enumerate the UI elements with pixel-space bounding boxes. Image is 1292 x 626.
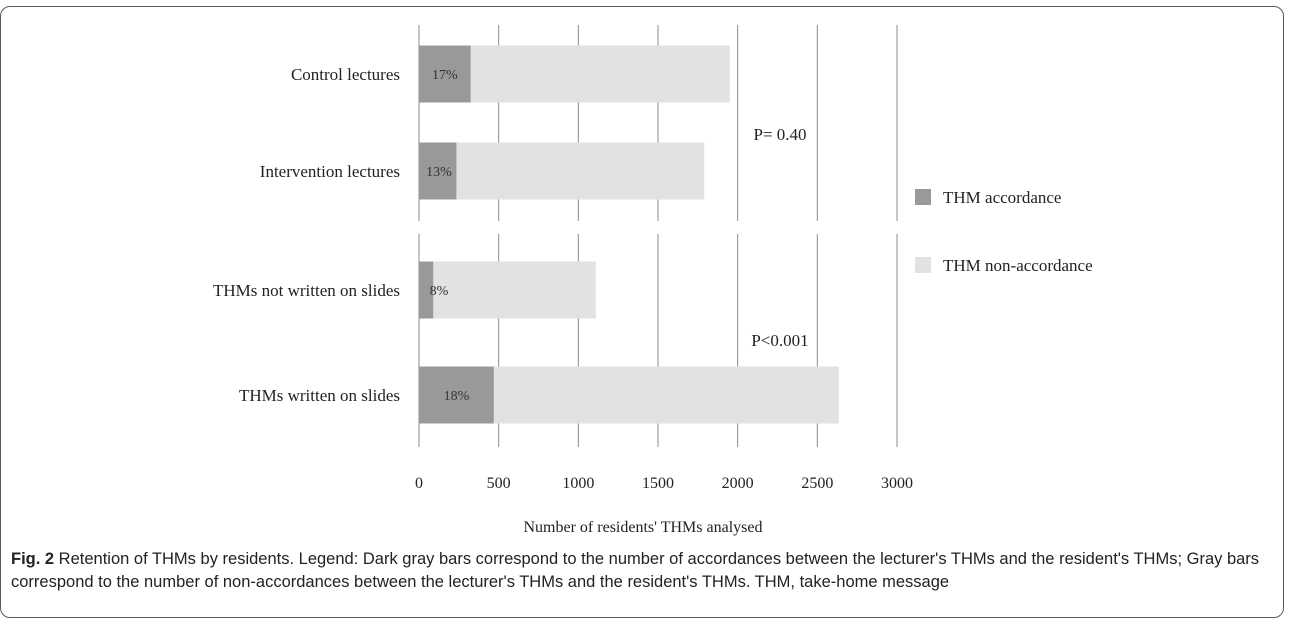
bar-accordance-4 xyxy=(419,366,494,424)
bar-non-accordance-1 xyxy=(470,45,730,103)
x-tick-label-1500: 1500 xyxy=(642,475,674,492)
p-value-slides: P<0.001 xyxy=(751,331,808,350)
x-tick-label-500: 500 xyxy=(487,475,511,492)
category-label-1: Control lectures xyxy=(291,65,400,84)
x-tick-label-1000: 1000 xyxy=(562,475,594,492)
bar-non-accordance-3 xyxy=(433,261,596,319)
p-value-lectures: P= 0.40 xyxy=(753,125,806,144)
caption-text: Retention of THMs by residents. Legend: … xyxy=(11,550,1260,591)
category-label-4: THMs written on slides xyxy=(239,386,400,405)
stacked-bar-chart: Control lectures 17% Intervention lectures… xyxy=(213,25,1093,536)
legend-label-accordance: THM accordance xyxy=(943,188,1061,207)
legend-swatch-non-accordance xyxy=(915,257,931,273)
bar-accordance-2 xyxy=(419,142,457,200)
caption-label: Fig. 2 xyxy=(11,550,55,568)
bar-accordance-3 xyxy=(419,261,434,319)
legend-label-non-accordance: THM non-accordance xyxy=(943,256,1093,275)
category-label-2: Intervention lectures xyxy=(260,162,400,181)
bar-percent-label-3: 8% xyxy=(430,284,449,299)
x-tick-label-2500: 2500 xyxy=(801,475,833,492)
figure-frame: Control lectures 17% Intervention lectures… xyxy=(0,6,1284,618)
category-label-3: THMs not written on slides xyxy=(213,281,400,300)
x-tick-label-3000: 3000 xyxy=(881,475,913,492)
legend-swatch-accordance xyxy=(915,189,931,205)
figure-caption: Fig. 2 Retention of THMs by residents. L… xyxy=(11,548,1273,594)
bar-non-accordance-4 xyxy=(493,366,839,424)
x-tick-label-2000: 2000 xyxy=(722,475,754,492)
x-tick-label-0: 0 xyxy=(415,475,423,492)
x-axis-title: Number of residents' THMs analysed xyxy=(524,519,763,536)
bar-accordance-1 xyxy=(419,45,471,103)
bar-percent-label-2: 13% xyxy=(426,165,452,180)
bar-percent-label-4: 18% xyxy=(444,389,470,404)
bar-percent-label-1: 17% xyxy=(432,68,458,83)
bar-non-accordance-2 xyxy=(456,142,705,200)
